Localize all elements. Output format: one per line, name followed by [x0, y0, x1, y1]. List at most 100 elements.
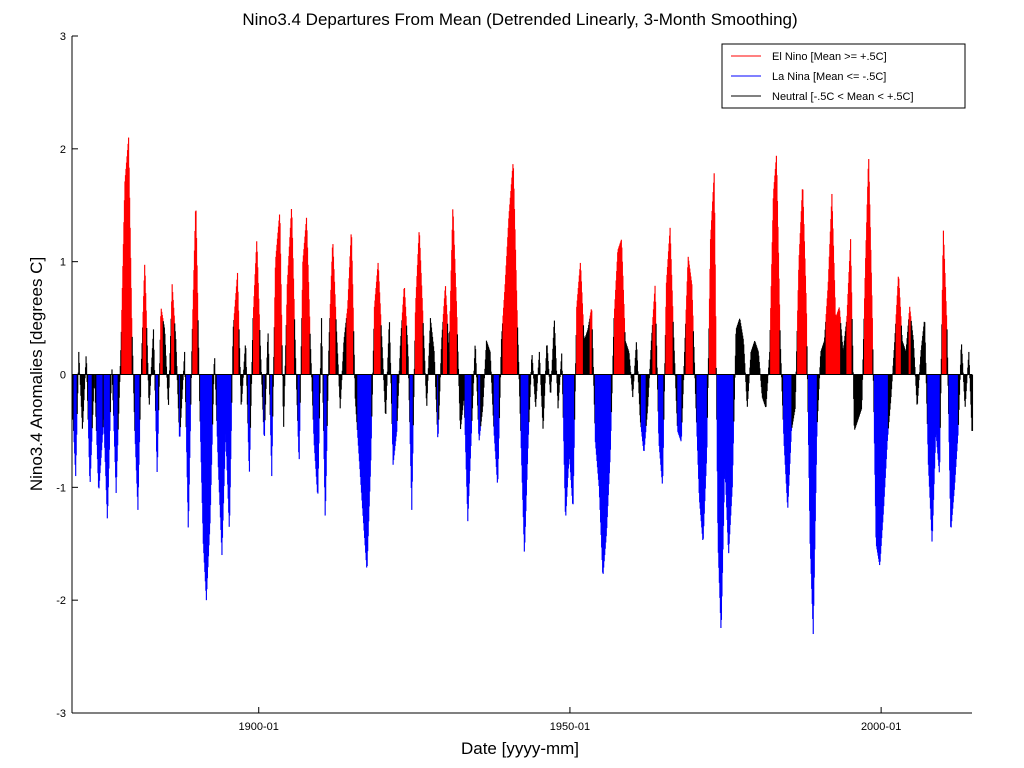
y-tick-label: 3 [60, 31, 66, 43]
anomaly-bar [197, 320, 199, 375]
anomaly-bar [966, 374, 968, 384]
anomaly-bar [536, 374, 538, 384]
anomaly-bar [318, 374, 321, 419]
y-tick-label: -1 [56, 482, 66, 494]
anomaly-bar [398, 374, 400, 384]
anomaly-bar [382, 358, 384, 375]
legend-entry-la-nina: La Nina [Mean <= -.5C] [731, 71, 886, 83]
anomaly-bar [110, 374, 112, 394]
anomaly-bar [386, 374, 388, 386]
anomaly-bar [118, 374, 120, 398]
anomaly-bar [630, 371, 632, 375]
anomaly-bar [592, 366, 594, 375]
anomaly-bar [439, 374, 441, 378]
anomaly-bar [682, 374, 684, 395]
anomaly-bar [182, 374, 184, 381]
anomaly-bar [337, 364, 339, 375]
anomaly-bar [321, 346, 323, 375]
anomaly-bar [92, 374, 94, 402]
anomaly-bar [539, 362, 541, 375]
anomaly-bar [939, 374, 941, 428]
anomaly-bar [559, 374, 561, 378]
anomaly-bar [663, 374, 665, 420]
anomaly-bar [250, 374, 253, 384]
anomaly-bar [265, 374, 267, 389]
anomaly-bar [214, 358, 216, 375]
anomaly-bar [412, 374, 414, 426]
legend-label-la-nina: La Nina [Mean <= -.5C] [772, 71, 886, 83]
anomaly-bar [543, 374, 546, 396]
anomaly-bar [861, 374, 864, 380]
legend-entry-el-nino: El Nino [Mean >= +.5C] [731, 51, 887, 63]
anomaly-bar [242, 374, 244, 386]
anomaly-bar [457, 351, 459, 375]
anomaly-bar [917, 374, 920, 388]
anomaly-bar [168, 374, 170, 388]
anomaly-bar [629, 365, 631, 375]
anomaly-bar [656, 345, 658, 375]
anomaly-bar [353, 331, 355, 375]
anomaly-bar [499, 374, 501, 398]
anomaly-bar [385, 374, 387, 400]
anomaly-bar [250, 374, 252, 406]
y-tick-label: -2 [56, 595, 66, 607]
anomaly-bar [490, 371, 492, 375]
anomaly-bar [852, 345, 854, 375]
y-tick-label: -3 [56, 708, 66, 720]
anomaly-bar [176, 366, 178, 375]
anomaly-bar [744, 363, 746, 375]
anomaly-bar [245, 366, 247, 375]
chart-title: Nino3.4 Departures From Mean (Detrended … [242, 10, 797, 29]
anomaly-bar [260, 371, 262, 375]
anomaly-bar [555, 358, 557, 375]
anomaly-bar [242, 374, 244, 378]
anomaly-bar [181, 374, 184, 390]
anomaly-bar [550, 374, 552, 382]
anomaly-bar [706, 374, 708, 418]
anomaly-bar [245, 348, 247, 375]
anomaly-bar [632, 374, 634, 390]
anomaly-bar [592, 348, 594, 375]
anomaly-bar [656, 367, 658, 375]
anomaly-bar [663, 374, 665, 392]
anomaly-bar [272, 374, 274, 417]
anomaly-bar [83, 374, 86, 390]
x-tick-label: 1950-01 [550, 721, 590, 733]
anomaly-bar [959, 374, 961, 380]
anomaly-bar [673, 350, 675, 375]
anomaly-bar [294, 339, 296, 375]
anomaly-bar [320, 318, 323, 375]
anomaly-bar [748, 374, 750, 384]
y-tick-label: 0 [60, 370, 66, 382]
anomaly-bar [283, 374, 285, 407]
anomaly-bar [861, 374, 863, 401]
anomaly-bar [327, 374, 329, 376]
anomaly-bar [84, 374, 86, 379]
anomaly-bar [637, 371, 639, 375]
x-tick-label: 1900-01 [239, 721, 279, 733]
anomaly-bar [890, 374, 893, 390]
anomaly-bar [548, 368, 550, 375]
anomaly-bar [371, 374, 373, 417]
anomaly-bar [424, 373, 426, 375]
anomaly-bar [426, 374, 428, 394]
anomaly-bar [962, 372, 964, 375]
anomaly-bar [971, 374, 974, 431]
anomaly-bar [407, 356, 409, 375]
anomaly-bar [78, 362, 80, 375]
anomaly-bar [337, 353, 339, 375]
anomaly-bar [175, 351, 177, 375]
anomaly-bar [544, 374, 546, 384]
anomaly-bar [940, 374, 942, 394]
anomaly-bar [397, 374, 399, 396]
anomaly-bar [239, 366, 241, 375]
anomaly-bar [153, 370, 156, 375]
anomaly-bar [555, 370, 558, 375]
anomaly-bar [852, 372, 854, 375]
anomaly-bar [158, 374, 160, 411]
anomaly-bar [439, 374, 441, 392]
anomaly-bar [683, 374, 685, 381]
anomaly-bar [340, 374, 342, 390]
anomaly-bar [165, 355, 167, 375]
anomaly-bar [490, 360, 492, 375]
